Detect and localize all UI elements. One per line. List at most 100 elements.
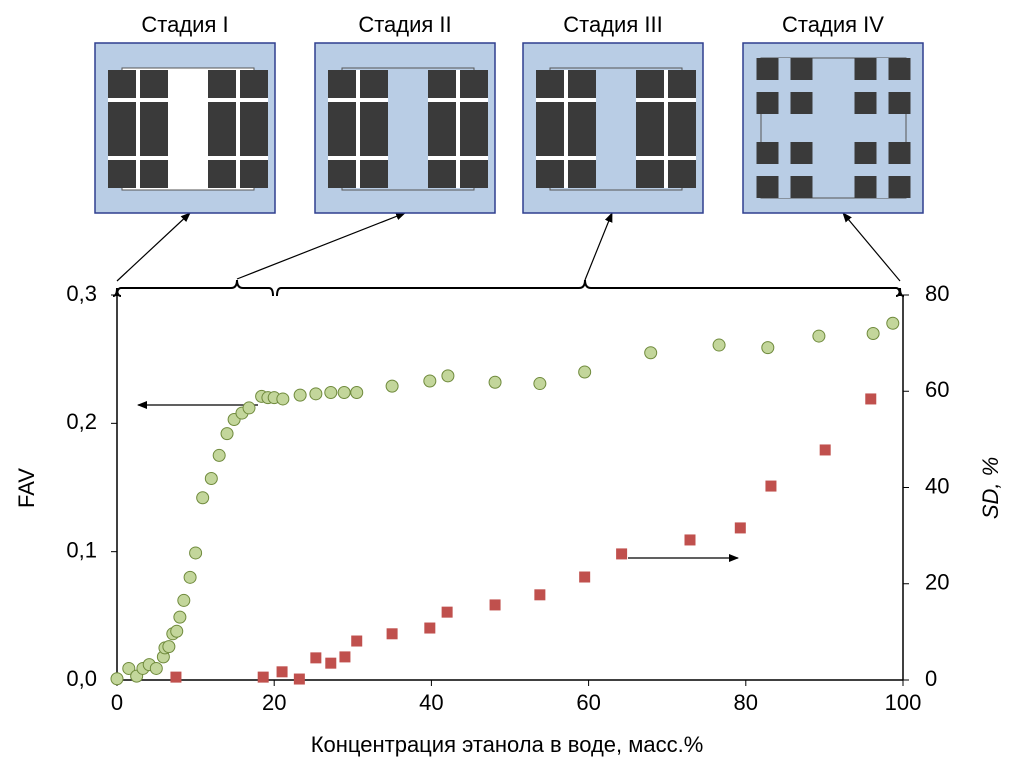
point <box>819 444 831 456</box>
pillar <box>460 160 488 188</box>
point <box>325 657 337 669</box>
point <box>212 448 226 462</box>
pillar <box>668 70 696 98</box>
point <box>712 338 726 352</box>
stage-label: Стадия III <box>563 12 662 37</box>
pillar <box>636 70 664 98</box>
pillar <box>888 176 911 198</box>
x-tick-label: 40 <box>419 690 443 715</box>
pillar <box>756 142 779 164</box>
pillar <box>140 160 168 188</box>
point <box>533 377 547 391</box>
y2-tick-label: 20 <box>925 570 949 595</box>
point <box>276 392 290 406</box>
pillar <box>140 128 168 156</box>
point <box>293 673 305 685</box>
point <box>684 534 696 546</box>
pillar <box>460 128 488 156</box>
x-tick-label: 100 <box>885 690 922 715</box>
point <box>189 546 203 560</box>
point <box>423 374 437 388</box>
pillar <box>328 160 356 188</box>
y2-tick-label: 60 <box>925 377 949 402</box>
pillar <box>790 92 813 114</box>
point <box>170 624 184 638</box>
point <box>173 610 187 624</box>
point <box>309 387 323 401</box>
brackets <box>112 279 905 297</box>
pillar <box>668 102 696 130</box>
y2-tick-label: 0 <box>925 666 937 691</box>
point <box>310 652 322 664</box>
point <box>149 661 163 675</box>
pillar <box>108 70 136 98</box>
pillar <box>328 102 356 130</box>
x-tick-label: 0 <box>111 690 123 715</box>
point <box>866 327 880 340</box>
pillar <box>536 70 564 98</box>
pillar <box>460 70 488 98</box>
pillar <box>888 58 911 80</box>
pillar <box>636 160 664 188</box>
point <box>489 599 501 611</box>
pillar <box>360 160 388 188</box>
pillar <box>536 102 564 130</box>
point <box>177 593 191 607</box>
pillar <box>108 160 136 188</box>
pillar <box>790 176 813 198</box>
x-tick-label: 20 <box>262 690 286 715</box>
point <box>293 388 307 402</box>
pillar <box>108 128 136 156</box>
pillar <box>428 102 456 130</box>
point <box>812 329 826 343</box>
pillar <box>240 160 268 188</box>
point <box>220 427 234 441</box>
point <box>162 640 176 654</box>
pillar <box>208 128 236 156</box>
point <box>385 379 399 393</box>
pillar <box>240 102 268 130</box>
pillar <box>854 58 877 80</box>
pillar <box>888 142 911 164</box>
callout-arrows <box>116 212 901 562</box>
point <box>441 369 455 383</box>
point <box>351 635 363 647</box>
pillar <box>756 58 779 80</box>
y-tick-label: 0,1 <box>66 537 97 562</box>
pillar <box>568 102 596 130</box>
pillar <box>460 102 488 130</box>
pillar <box>360 102 388 130</box>
y2-axis-label: SD, % <box>978 457 1003 519</box>
pillar <box>428 70 456 98</box>
y-axis-label: FAV <box>14 468 39 508</box>
point <box>110 672 124 686</box>
point <box>765 480 777 492</box>
x-axis-label: Концентрация этанола в воде, масс.% <box>311 732 704 757</box>
pillar <box>140 70 168 98</box>
point <box>170 671 182 683</box>
point <box>579 571 591 583</box>
pillar <box>756 176 779 198</box>
pillar <box>360 70 388 98</box>
y-tick-label: 0,0 <box>66 666 97 691</box>
point <box>616 548 628 560</box>
pillar <box>636 128 664 156</box>
point <box>276 666 288 678</box>
point <box>122 661 136 675</box>
y-tick-label: 0,2 <box>66 409 97 434</box>
y-tick-label: 0,3 <box>66 281 97 306</box>
pillar <box>536 128 564 156</box>
pillar <box>208 160 236 188</box>
stage-label: Стадия IV <box>782 12 884 37</box>
point <box>324 386 338 400</box>
pillar <box>568 160 596 188</box>
pillar <box>428 128 456 156</box>
pillar <box>328 128 356 156</box>
pillar <box>240 70 268 98</box>
pillar <box>790 58 813 80</box>
stage-label: Стадия I <box>141 12 228 37</box>
point <box>339 651 351 663</box>
point <box>761 341 775 355</box>
pillar <box>854 142 877 164</box>
point <box>644 346 658 360</box>
